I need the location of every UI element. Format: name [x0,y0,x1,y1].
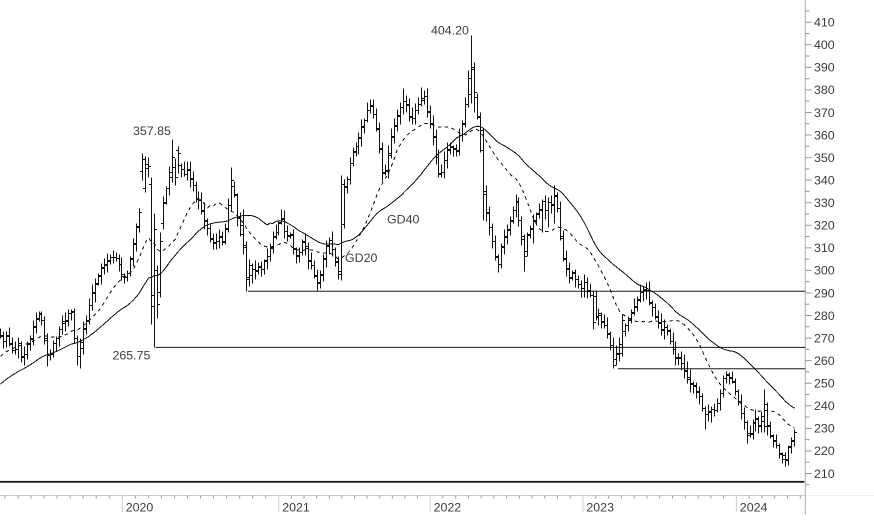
svg-text:280: 280 [814,309,835,323]
svg-text:290: 290 [814,286,835,300]
svg-text:310: 310 [814,241,835,255]
svg-text:390: 390 [814,61,835,75]
svg-text:2021: 2021 [282,501,310,515]
svg-text:2023: 2023 [586,501,614,515]
svg-text:250: 250 [814,377,835,391]
svg-text:350: 350 [814,151,835,165]
svg-text:220: 220 [814,444,835,458]
svg-text:2022: 2022 [434,501,462,515]
svg-text:GD40: GD40 [387,212,419,226]
svg-text:330: 330 [814,196,835,210]
svg-text:340: 340 [814,173,835,187]
svg-text:210: 210 [814,467,835,481]
svg-text:404.20: 404.20 [431,24,469,38]
svg-text:400: 400 [814,38,835,52]
svg-text:360: 360 [814,128,835,142]
svg-text:260: 260 [814,354,835,368]
svg-text:240: 240 [814,399,835,413]
svg-text:270: 270 [814,331,835,345]
svg-text:265.75: 265.75 [113,349,151,363]
svg-text:320: 320 [814,219,835,233]
svg-text:410: 410 [814,16,835,30]
svg-text:380: 380 [814,83,835,97]
svg-text:GD20: GD20 [345,251,377,265]
svg-text:2024: 2024 [740,501,768,515]
svg-text:2020: 2020 [126,501,154,515]
svg-text:300: 300 [814,264,835,278]
svg-text:230: 230 [814,422,835,436]
svg-text:370: 370 [814,106,835,120]
svg-text:357.85: 357.85 [133,124,171,138]
